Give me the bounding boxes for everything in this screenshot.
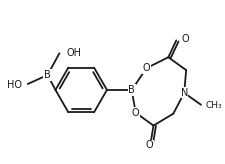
Text: OH: OH — [66, 48, 81, 58]
Text: O: O — [131, 108, 139, 118]
Text: O: O — [145, 140, 153, 150]
Text: N: N — [180, 88, 187, 98]
Text: O: O — [180, 34, 188, 44]
Text: O: O — [142, 63, 150, 73]
Text: B: B — [128, 85, 135, 95]
Text: CH₃: CH₃ — [205, 101, 222, 110]
Text: HO: HO — [7, 80, 22, 90]
Text: B: B — [44, 70, 51, 80]
